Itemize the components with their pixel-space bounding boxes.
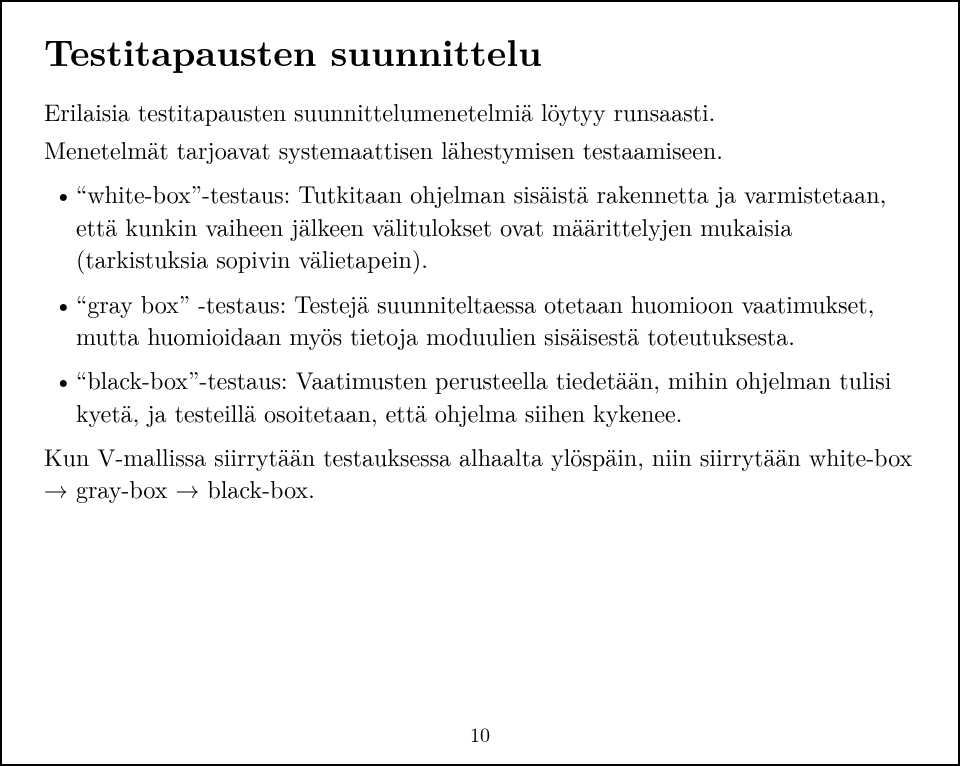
slide-frame: Testitapausten suunnittelu Erilaisia tes… (0, 0, 960, 766)
page-number: 10 (2, 719, 958, 748)
list-item: “gray box” -testaus: Testejä suunnitelta… (44, 287, 916, 352)
list-item: “black-box”-testaus: Vaatimusten peruste… (44, 363, 916, 428)
list-item: “white-box”-testaus: Tutkitaan ohjelman … (44, 177, 916, 274)
bullet-list: “white-box”-testaus: Tutkitaan ohjelman … (44, 177, 916, 428)
intro-line-1: Erilaisia testitapausten suunnittelumene… (44, 95, 916, 127)
slide-title: Testitapausten suunnittelu (44, 30, 916, 73)
intro-line-2: Menetelmät tarjoavat systemaattisen lähe… (44, 133, 916, 165)
closing-paragraph: Kun V-mallissa siirrytään testauksessa a… (44, 440, 916, 505)
